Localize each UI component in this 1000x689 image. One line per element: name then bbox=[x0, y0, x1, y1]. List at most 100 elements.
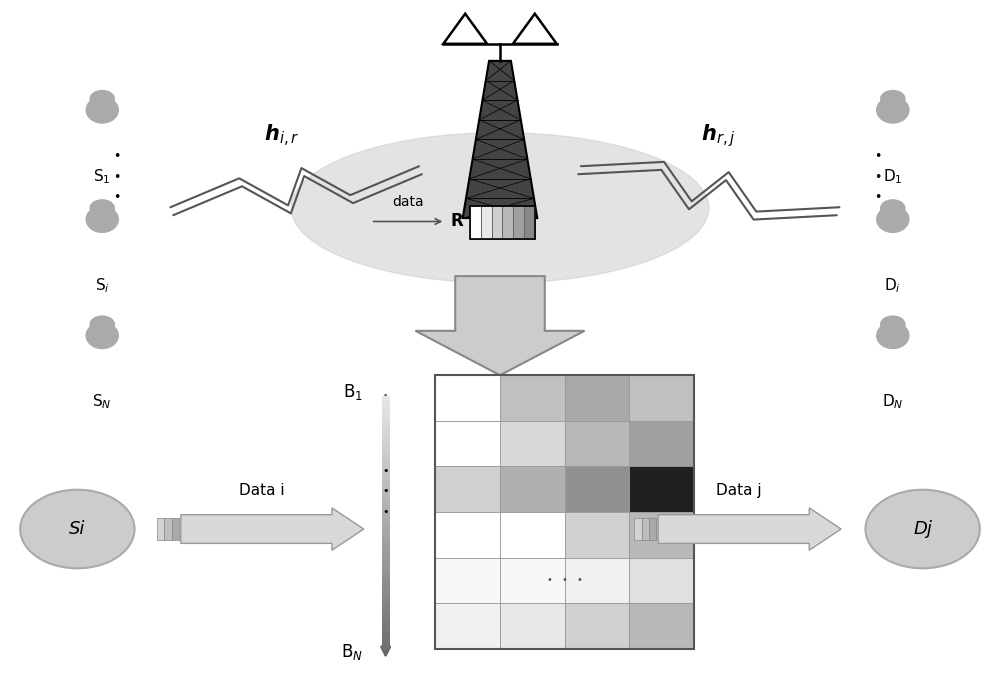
Bar bbox=[634, 518, 642, 540]
Bar bbox=[382, 459, 390, 463]
Bar bbox=[382, 632, 390, 636]
Text: •: • bbox=[874, 191, 882, 204]
Bar bbox=[382, 425, 390, 429]
Text: Dj: Dj bbox=[913, 520, 932, 538]
Text: •: • bbox=[113, 191, 121, 204]
Text: •: • bbox=[562, 575, 568, 585]
Ellipse shape bbox=[865, 490, 980, 568]
Bar bbox=[629, 376, 694, 421]
Circle shape bbox=[881, 90, 905, 107]
Bar bbox=[565, 376, 629, 421]
Bar bbox=[382, 526, 390, 531]
Bar bbox=[382, 451, 390, 455]
Text: D$_1$: D$_1$ bbox=[883, 167, 903, 185]
Bar bbox=[382, 568, 390, 573]
Polygon shape bbox=[463, 61, 537, 218]
Text: •: • bbox=[382, 466, 389, 476]
Bar bbox=[382, 531, 390, 535]
Bar bbox=[382, 560, 390, 564]
Bar bbox=[382, 505, 390, 510]
Ellipse shape bbox=[86, 207, 118, 232]
Bar bbox=[649, 518, 656, 540]
Text: S$_i$: S$_i$ bbox=[95, 276, 110, 295]
Bar bbox=[382, 602, 390, 606]
Ellipse shape bbox=[291, 132, 709, 283]
Bar bbox=[565, 466, 629, 512]
Circle shape bbox=[90, 200, 114, 216]
Text: h$_{i,r}$: h$_{i,r}$ bbox=[264, 123, 299, 149]
Text: Data j: Data j bbox=[716, 482, 761, 497]
Bar bbox=[382, 640, 390, 644]
Bar bbox=[500, 603, 565, 648]
Text: h$_{r,j}$: h$_{r,j}$ bbox=[701, 123, 736, 150]
Bar bbox=[382, 442, 390, 446]
Ellipse shape bbox=[86, 97, 118, 123]
Bar bbox=[382, 400, 390, 404]
Bar bbox=[500, 376, 565, 421]
Bar bbox=[629, 557, 694, 603]
Bar bbox=[382, 463, 390, 467]
Polygon shape bbox=[415, 276, 585, 376]
Bar bbox=[382, 564, 390, 568]
Bar bbox=[481, 206, 492, 238]
Bar bbox=[642, 518, 649, 540]
Bar bbox=[382, 409, 390, 413]
Bar bbox=[382, 594, 390, 598]
Ellipse shape bbox=[877, 97, 909, 123]
Text: R: R bbox=[450, 212, 463, 231]
Bar bbox=[565, 557, 629, 603]
Bar bbox=[382, 480, 390, 484]
Ellipse shape bbox=[20, 490, 135, 568]
Bar bbox=[382, 455, 390, 459]
Text: •: • bbox=[874, 150, 882, 163]
Bar bbox=[382, 619, 390, 624]
Bar bbox=[382, 548, 390, 552]
Bar bbox=[382, 493, 390, 497]
Bar bbox=[157, 518, 164, 540]
Bar bbox=[382, 518, 390, 522]
Bar bbox=[629, 603, 694, 648]
Bar bbox=[382, 628, 390, 632]
Bar bbox=[513, 206, 524, 238]
Bar bbox=[382, 510, 390, 514]
Bar bbox=[382, 433, 390, 438]
Ellipse shape bbox=[877, 207, 909, 232]
Bar bbox=[382, 417, 390, 421]
Bar bbox=[629, 466, 694, 512]
Bar bbox=[382, 543, 390, 548]
Bar bbox=[382, 472, 390, 476]
Bar bbox=[382, 514, 390, 518]
Bar bbox=[492, 206, 502, 238]
Bar bbox=[382, 395, 390, 400]
Bar bbox=[565, 421, 629, 466]
Bar bbox=[470, 206, 535, 238]
Bar bbox=[502, 206, 513, 238]
Bar bbox=[435, 557, 500, 603]
Text: •: • bbox=[547, 575, 553, 585]
Bar bbox=[382, 586, 390, 590]
Bar bbox=[382, 429, 390, 433]
Text: S$_1$: S$_1$ bbox=[93, 167, 111, 185]
Bar bbox=[382, 484, 390, 489]
Ellipse shape bbox=[86, 322, 118, 349]
Bar bbox=[435, 466, 500, 512]
Bar bbox=[382, 644, 390, 648]
Bar bbox=[382, 624, 390, 628]
Bar bbox=[629, 421, 694, 466]
Text: B$_N$: B$_N$ bbox=[341, 642, 363, 662]
Bar bbox=[382, 610, 390, 615]
Bar bbox=[382, 552, 390, 556]
Bar bbox=[524, 206, 535, 238]
Bar bbox=[382, 476, 390, 480]
Bar bbox=[382, 421, 390, 425]
FancyArrow shape bbox=[658, 508, 841, 551]
Bar bbox=[382, 598, 390, 602]
Bar bbox=[382, 438, 390, 442]
Bar bbox=[500, 557, 565, 603]
Bar bbox=[382, 573, 390, 577]
Bar bbox=[382, 606, 390, 610]
Text: Data i: Data i bbox=[239, 482, 284, 497]
Bar bbox=[500, 466, 565, 512]
Bar bbox=[435, 512, 500, 557]
Text: •: • bbox=[113, 150, 121, 163]
